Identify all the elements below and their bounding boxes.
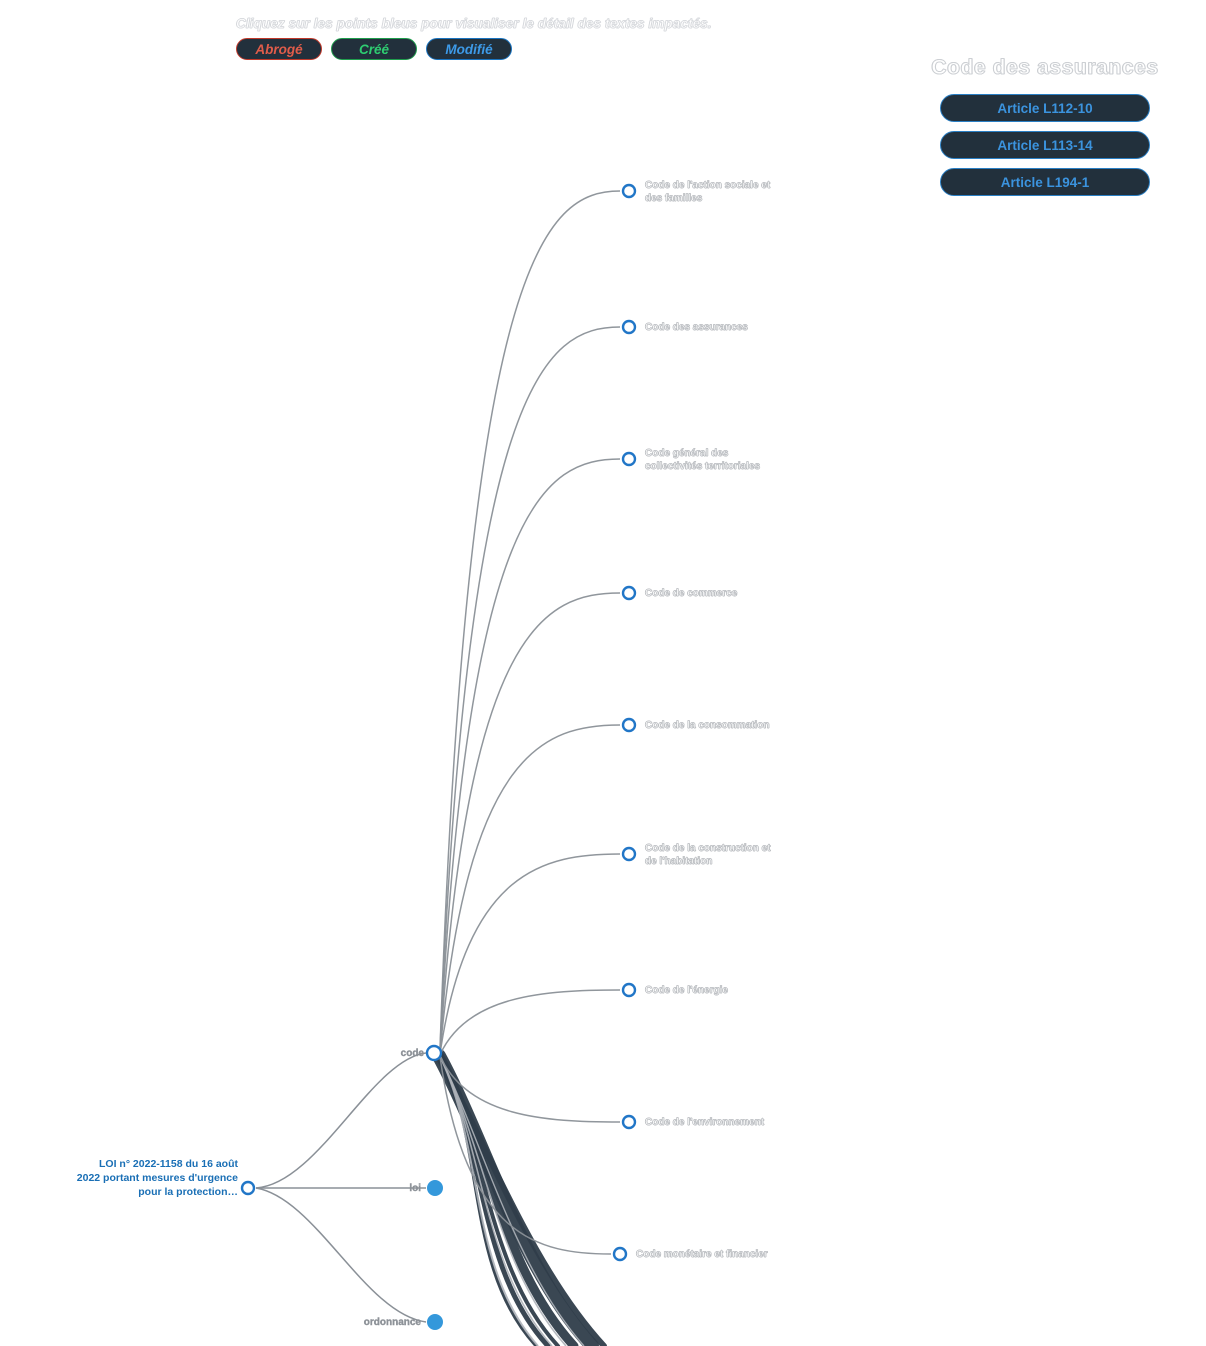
edge-code-to-leaf <box>439 458 621 1052</box>
instruction-text: Cliquez sur les points bleus pour visual… <box>236 16 712 32</box>
graph-node-root[interactable] <box>240 1180 256 1196</box>
node-group <box>240 183 637 1330</box>
article-button-l113-14[interactable]: Article L113-14 <box>940 131 1150 159</box>
edge-root-to-code <box>255 1052 427 1189</box>
article-button-l194-1[interactable]: Article L194-1 <box>940 168 1150 196</box>
graph-node-leaf-4[interactable] <box>621 717 637 733</box>
edge-code-to-leaf <box>439 592 621 1053</box>
side-panel: Code des assurances Article L112-10 Arti… <box>900 56 1190 205</box>
graph-node-leaf-5[interactable] <box>621 846 637 862</box>
edge-code-to-leaf <box>439 724 621 1054</box>
graph-node-loi[interactable] <box>427 1180 443 1196</box>
graph-node-leaf-6[interactable] <box>621 982 637 998</box>
edge-code-to-leaf <box>439 1055 621 1123</box>
graph-node-code[interactable] <box>425 1044 443 1062</box>
edge-code-to-leaf <box>439 853 621 1055</box>
side-panel-title: Code des assurances <box>931 56 1159 80</box>
edge-bundle-thick <box>432 1049 607 1346</box>
graph-node-leaf-3[interactable] <box>621 585 637 601</box>
edge-bundle-separator <box>438 1053 585 1346</box>
edge-root-to-ordonnance <box>255 1187 427 1323</box>
edge-code-to-leaf <box>439 326 621 1051</box>
edge-code-to-leaf <box>439 1056 612 1255</box>
legend-pill-abroge[interactable]: Abrogé <box>236 38 322 60</box>
graph-node-ordonnance[interactable] <box>427 1314 443 1330</box>
graph-node-leaf-7[interactable] <box>621 1114 637 1130</box>
legend: Abrogé Créé Modifié <box>236 38 856 60</box>
edge-bundle-strand <box>436 1054 607 1346</box>
article-button-l112-10[interactable]: Article L112-10 <box>940 94 1150 122</box>
legend-pill-cree[interactable]: Créé <box>331 38 417 60</box>
graph-node-leaf-2[interactable] <box>621 451 637 467</box>
graph-node-leaf-1[interactable] <box>621 319 637 335</box>
edge-code-to-leaf <box>439 190 621 1050</box>
legend-pill-modifie[interactable]: Modifié <box>426 38 512 60</box>
graph-node-leaf-8[interactable] <box>612 1246 628 1262</box>
topbar: Cliquez sur les points bleus pour visual… <box>236 16 856 60</box>
edge-group <box>255 190 621 1323</box>
graph-node-leaf-0[interactable] <box>621 183 637 199</box>
edge-code-to-leaf <box>439 989 621 1056</box>
